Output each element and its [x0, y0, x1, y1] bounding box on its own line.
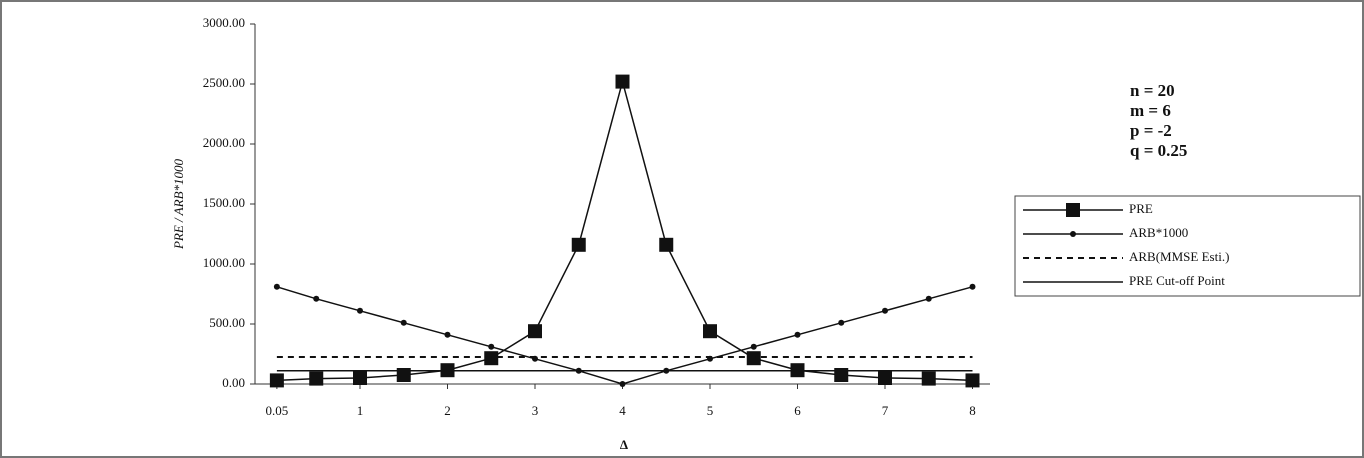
data-point: [619, 381, 626, 387]
y-tick-label: 1500.00: [203, 195, 245, 210]
x-tick-label: 3: [532, 403, 539, 418]
x-tick-label: 7: [882, 403, 889, 418]
x-tick-label: 1: [357, 403, 364, 418]
data-point: [309, 371, 324, 386]
data-point: [313, 295, 320, 302]
legend-label: PRE Cut-off Point: [1129, 273, 1225, 288]
x-tick-label: 4: [619, 403, 626, 418]
data-point: [353, 371, 367, 385]
annotation: p = -2: [1130, 121, 1172, 140]
data-point: [484, 351, 499, 366]
y-tick-label: 2500.00: [203, 75, 245, 90]
legend-marker: [1066, 203, 1080, 217]
data-point: [878, 371, 892, 385]
legend-label: PRE: [1129, 201, 1153, 216]
y-tick-label: 1000.00: [203, 255, 245, 270]
data-point: [969, 283, 976, 290]
data-point: [746, 351, 761, 366]
legend-label: ARB(MMSE Esti.): [1129, 249, 1229, 264]
data-point: [571, 237, 586, 252]
data-point: [925, 295, 932, 302]
x-tick-label: 0.05: [266, 403, 289, 418]
data-point: [269, 373, 284, 388]
x-tick-label: 5: [707, 403, 714, 418]
data-point: [528, 324, 542, 339]
x-tick-label: 6: [794, 403, 801, 418]
y-tick-label: 500.00: [209, 315, 245, 330]
y-tick-label: 2000.00: [203, 135, 245, 150]
y-axis-label: PRE / ARB*1000: [171, 158, 186, 250]
data-point: [273, 283, 280, 290]
data-point: [615, 74, 630, 89]
data-point: [488, 343, 495, 350]
data-point: [838, 319, 845, 326]
x-tick-label: 2: [444, 403, 451, 418]
x-tick-label: 8: [969, 403, 976, 418]
legend-marker: [1070, 231, 1076, 237]
data-point: [659, 237, 674, 252]
data-point: [965, 373, 980, 388]
data-point: [444, 331, 451, 338]
annotation: q = 0.25: [1130, 141, 1187, 160]
annotation: n = 20: [1130, 81, 1175, 100]
data-point: [750, 343, 757, 350]
data-point: [921, 371, 936, 386]
legend-label: ARB*1000: [1129, 225, 1188, 240]
y-tick-label: 0.00: [222, 375, 245, 390]
x-axis-label: Δ: [620, 437, 628, 452]
annotation: m = 6: [1130, 101, 1171, 120]
data-point: [357, 307, 363, 314]
y-tick-label: 3000.00: [203, 15, 245, 30]
data-point: [703, 324, 717, 339]
data-point: [794, 331, 801, 338]
data-point: [882, 307, 888, 314]
data-point: [400, 319, 407, 326]
